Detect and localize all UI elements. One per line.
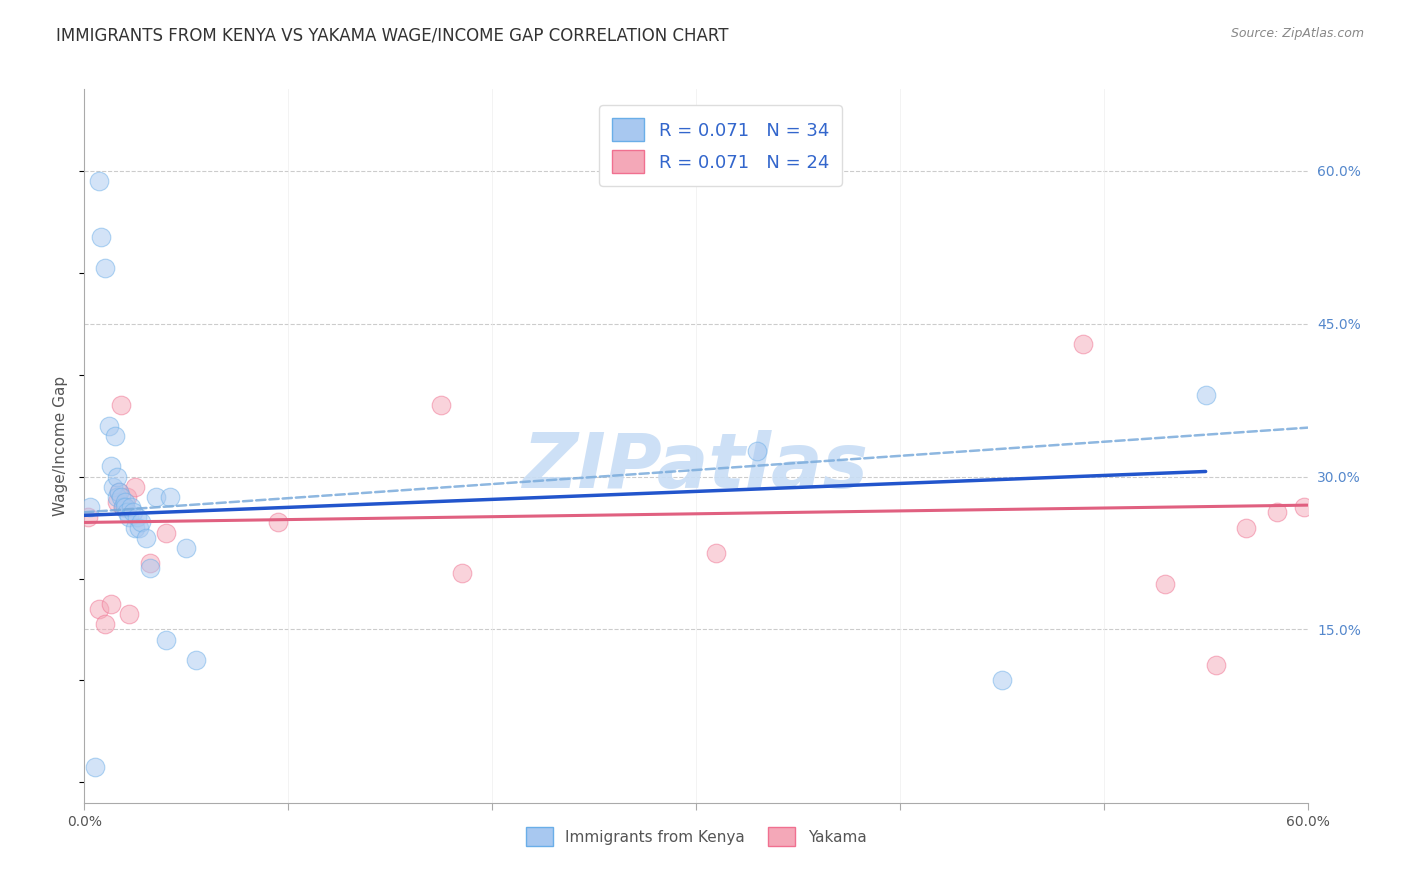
Point [115, 490, 138, 504]
Point [114, 500, 136, 515]
Point [159, 490, 181, 504]
Point [135, 531, 157, 545]
Point [105, 469, 128, 483]
Point [1195, 388, 1218, 402]
Point [97, 418, 120, 433]
Point [90, 230, 112, 244]
Point [108, 484, 131, 499]
Point [101, 480, 124, 494]
Point [118, 510, 141, 524]
Point [83, 760, 105, 774]
Point [87, 174, 110, 188]
Y-axis label: Wage/Income Gap: Wage/Income Gap [53, 376, 69, 516]
Point [1205, 658, 1227, 673]
Point [430, 398, 453, 412]
Point [112, 500, 135, 515]
Point [110, 398, 132, 412]
Point [155, 632, 177, 647]
Point [127, 510, 149, 524]
Point [100, 459, 122, 474]
Point [118, 607, 141, 622]
Point [115, 505, 138, 519]
Point [1236, 520, 1258, 534]
Point [77, 510, 100, 524]
Point [105, 490, 128, 504]
Point [110, 490, 132, 504]
Point [450, 566, 472, 581]
Point [124, 520, 146, 534]
Text: IMMIGRANTS FROM KENYA VS YAKAMA WAGE/INCOME GAP CORRELATION CHART: IMMIGRANTS FROM KENYA VS YAKAMA WAGE/INC… [56, 27, 728, 45]
Point [93, 617, 115, 632]
Point [131, 516, 153, 530]
Point [174, 541, 197, 555]
Text: ZIPatlas: ZIPatlas [523, 431, 869, 504]
Point [128, 520, 150, 534]
Point [138, 556, 160, 570]
Point [79, 500, 101, 515]
Point [124, 480, 146, 494]
Point [120, 500, 142, 515]
Point [104, 429, 127, 443]
Point [93, 260, 115, 275]
Point [108, 484, 131, 499]
Point [186, 653, 208, 667]
Point [267, 516, 290, 530]
Point [706, 546, 728, 560]
Point [105, 495, 128, 509]
Text: Source: ZipAtlas.com: Source: ZipAtlas.com [1230, 27, 1364, 40]
Point [138, 561, 160, 575]
Point [155, 525, 177, 540]
Point [1073, 337, 1095, 351]
Legend: Immigrants from Kenya, Yakama: Immigrants from Kenya, Yakama [519, 822, 873, 852]
Point [112, 500, 135, 515]
Point [145, 490, 167, 504]
Point [122, 505, 145, 519]
Point [100, 597, 122, 611]
Point [87, 602, 110, 616]
Point [114, 500, 136, 515]
Point [114, 495, 136, 509]
Point [747, 444, 769, 458]
Point [991, 673, 1014, 688]
Point [1292, 500, 1315, 515]
Point [1265, 505, 1288, 519]
Point [1154, 576, 1177, 591]
